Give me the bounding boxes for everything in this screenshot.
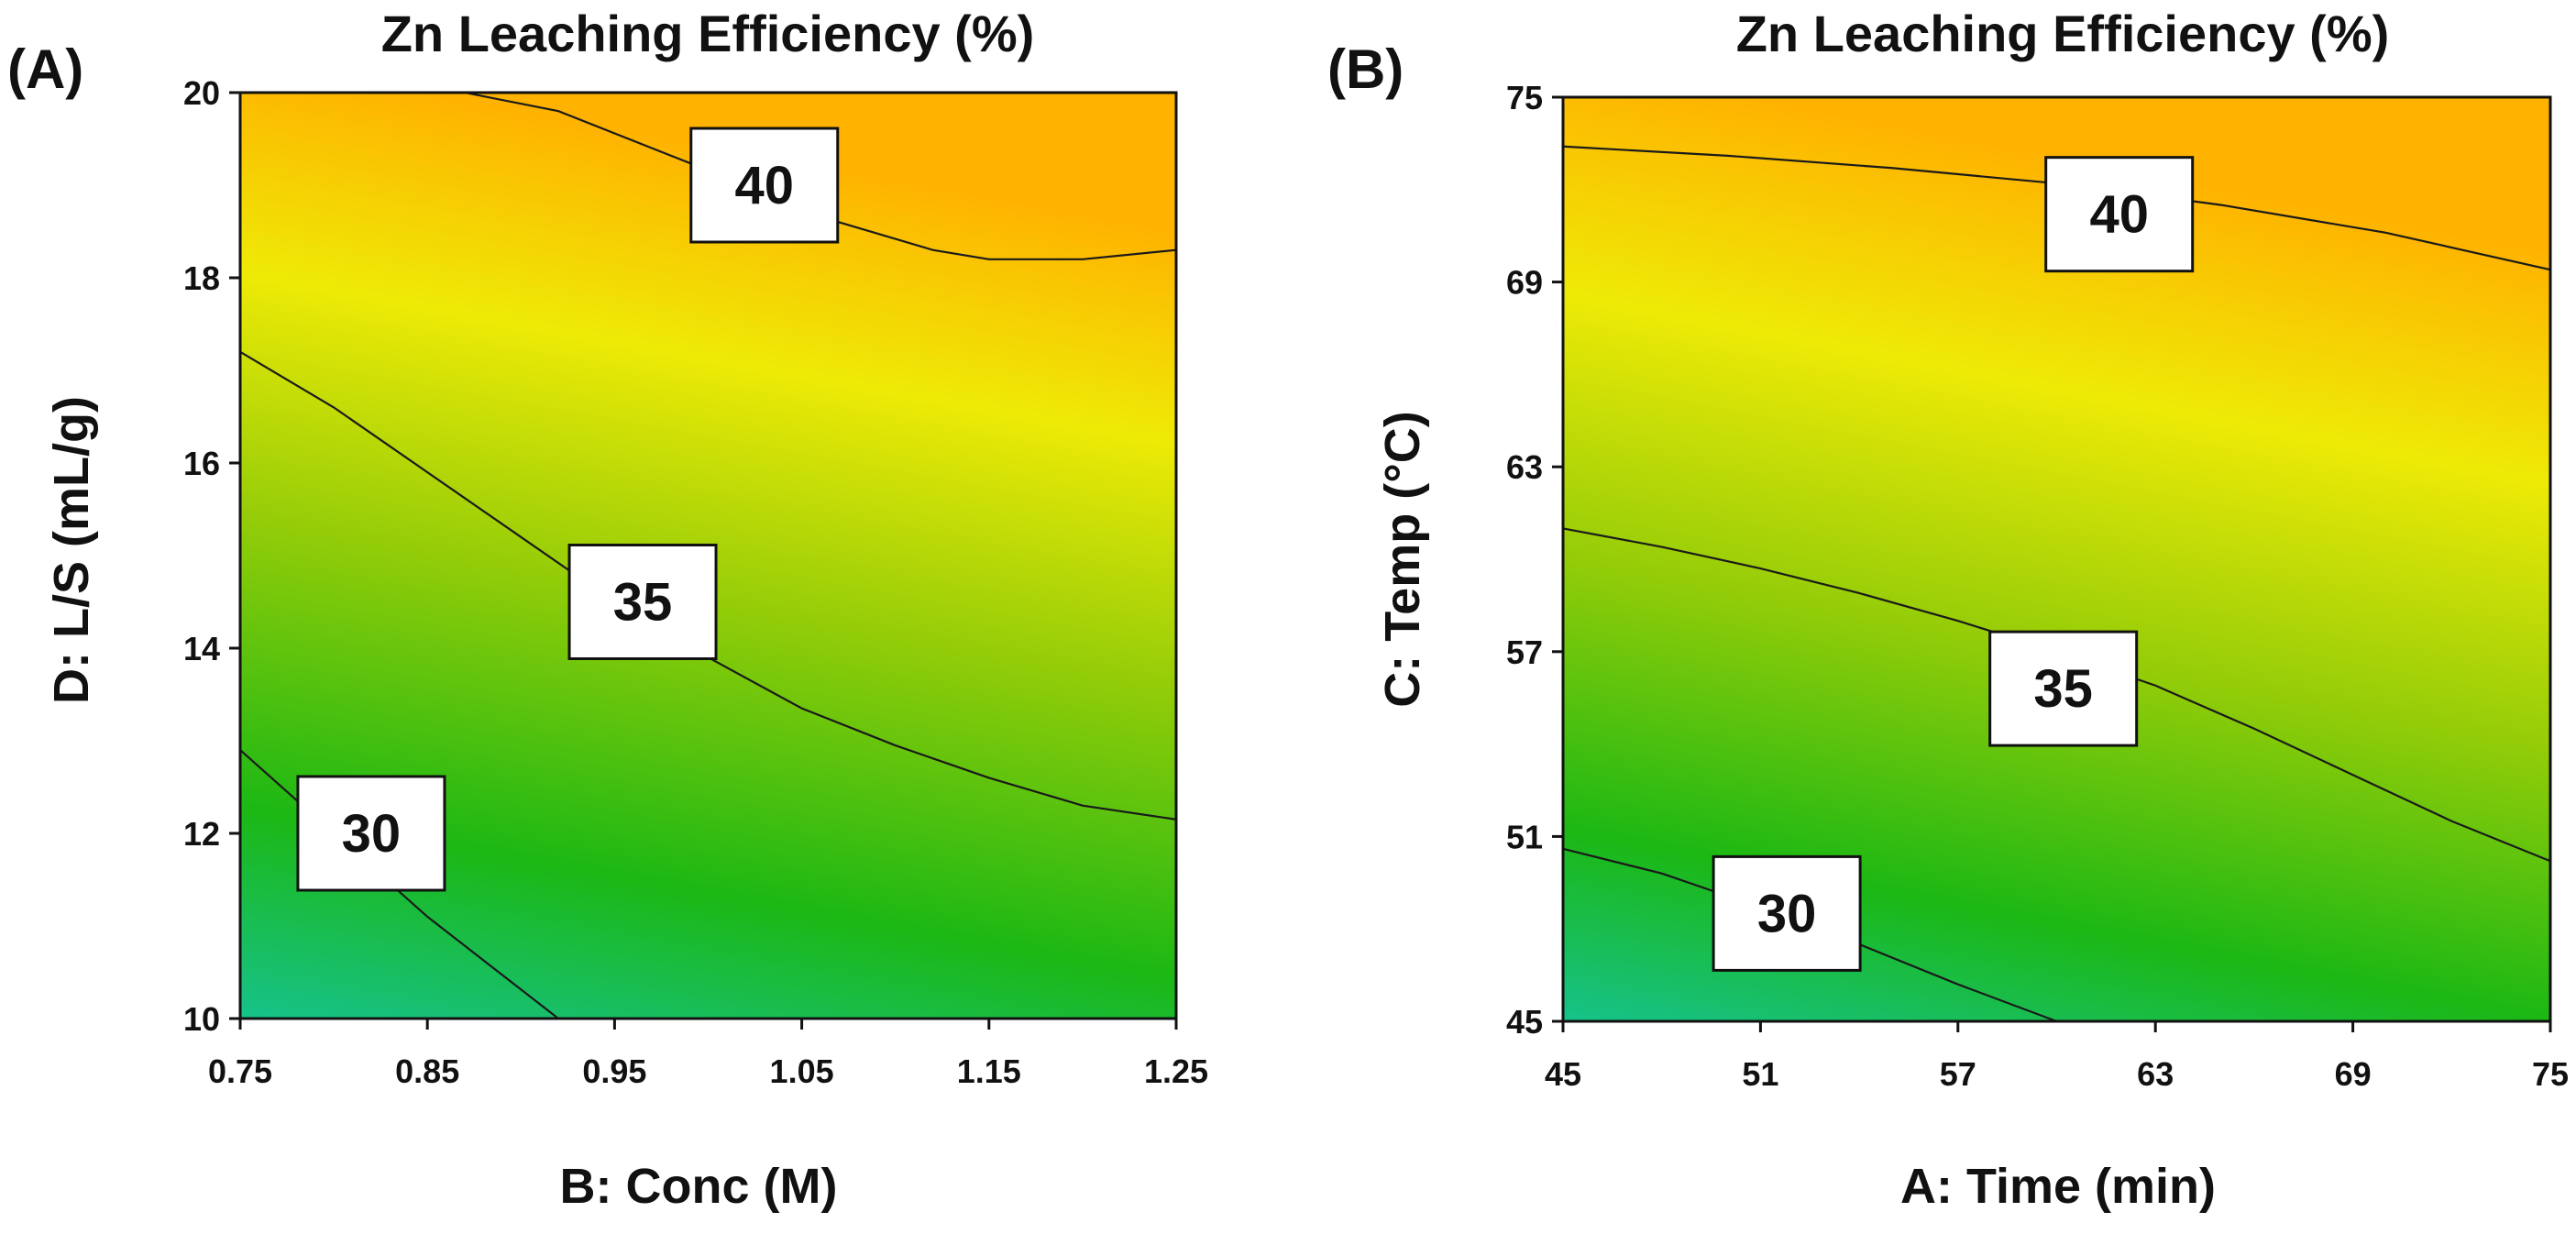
- y-tick-label: 12: [183, 815, 220, 853]
- panel-b-frame: [1561, 95, 2552, 1023]
- panel-b-y-title: C: Temp (°C): [1375, 411, 1430, 708]
- y-tick-label: 51: [1506, 818, 1543, 855]
- x-tick-label: 0.85: [395, 1052, 459, 1090]
- x-tick-label: 69: [2335, 1055, 2372, 1093]
- x-tick-label: 75: [2532, 1055, 2569, 1093]
- y-tick-label: 20: [183, 74, 220, 112]
- contour-label-40: 40: [735, 156, 795, 215]
- contour-label-box-30: [1712, 854, 1862, 972]
- contour-label-box-40: [689, 127, 840, 244]
- contour-label-35: 35: [613, 573, 673, 633]
- x-tick-label: 1.15: [957, 1052, 1021, 1090]
- panel-a-ticks: 0.75 0.85 0.95 1.05 1.15 1.25 10 12 14 16 18 20: [183, 74, 1208, 1090]
- y-tick-label: 69: [1506, 264, 1543, 302]
- panel-b: (B) Zn Leaching Efficiency (%) 30 35 40 45…: [1327, 5, 2569, 1214]
- panel-a-x-title: B: Conc (M): [560, 1159, 838, 1214]
- panel-b-x-title: A: Time (min): [1900, 1159, 2216, 1214]
- x-tick-label: 0.95: [582, 1052, 646, 1090]
- contour-label-30: 30: [342, 804, 402, 864]
- y-tick-label: 14: [183, 630, 220, 667]
- contour-label-box-40: [2044, 156, 2195, 273]
- y-tick-label: 45: [1506, 1003, 1543, 1041]
- y-tick-label: 16: [183, 445, 220, 482]
- y-tick-label: 63: [1506, 448, 1543, 486]
- x-tick-label: 51: [1742, 1055, 1778, 1093]
- panel-a: (A) Zn Leaching Efficiency (%) 30 35 40 0.…: [7, 5, 1208, 1214]
- y-tick-label: 10: [183, 1000, 220, 1038]
- panel-b-ticks: 45 51 57 63 69 75 45 51 57 63 69 75: [1506, 79, 2569, 1093]
- panel-a-label: (A): [7, 39, 83, 100]
- x-tick-label: 57: [1940, 1055, 1976, 1093]
- panel-a-y-title: D: L/S (mL/g): [44, 396, 99, 704]
- x-tick-label: 1.05: [770, 1052, 834, 1090]
- panel-a-title: Zn Leaching Efficiency (%): [381, 5, 1035, 62]
- panel-b-label: (B): [1327, 39, 1404, 100]
- x-tick-label: 1.25: [1144, 1052, 1208, 1090]
- panel-a-contours: 30 35 40: [239, 91, 1177, 1019]
- x-tick-label: 0.75: [208, 1052, 272, 1090]
- contour-label-box-30: [296, 775, 446, 892]
- contour-label-35: 35: [2033, 659, 2093, 719]
- y-tick-label: 57: [1506, 634, 1543, 671]
- x-tick-label: 45: [1545, 1055, 1581, 1093]
- y-tick-label: 75: [1506, 79, 1543, 116]
- contour-label-box-35: [567, 544, 718, 660]
- contour-label-40: 40: [2089, 185, 2149, 245]
- panel-b-title: Zn Leaching Efficiency (%): [1736, 5, 2390, 62]
- contour-label-box-35: [1988, 630, 2139, 747]
- contour-label-30: 30: [1757, 884, 1817, 943]
- y-tick-label: 18: [183, 259, 220, 297]
- panel-a-frame: [238, 91, 1178, 1020]
- panel-b-contours: 30 35 40: [1562, 145, 2551, 1023]
- x-tick-label: 63: [2137, 1055, 2174, 1093]
- contour-line-40: [464, 91, 1177, 260]
